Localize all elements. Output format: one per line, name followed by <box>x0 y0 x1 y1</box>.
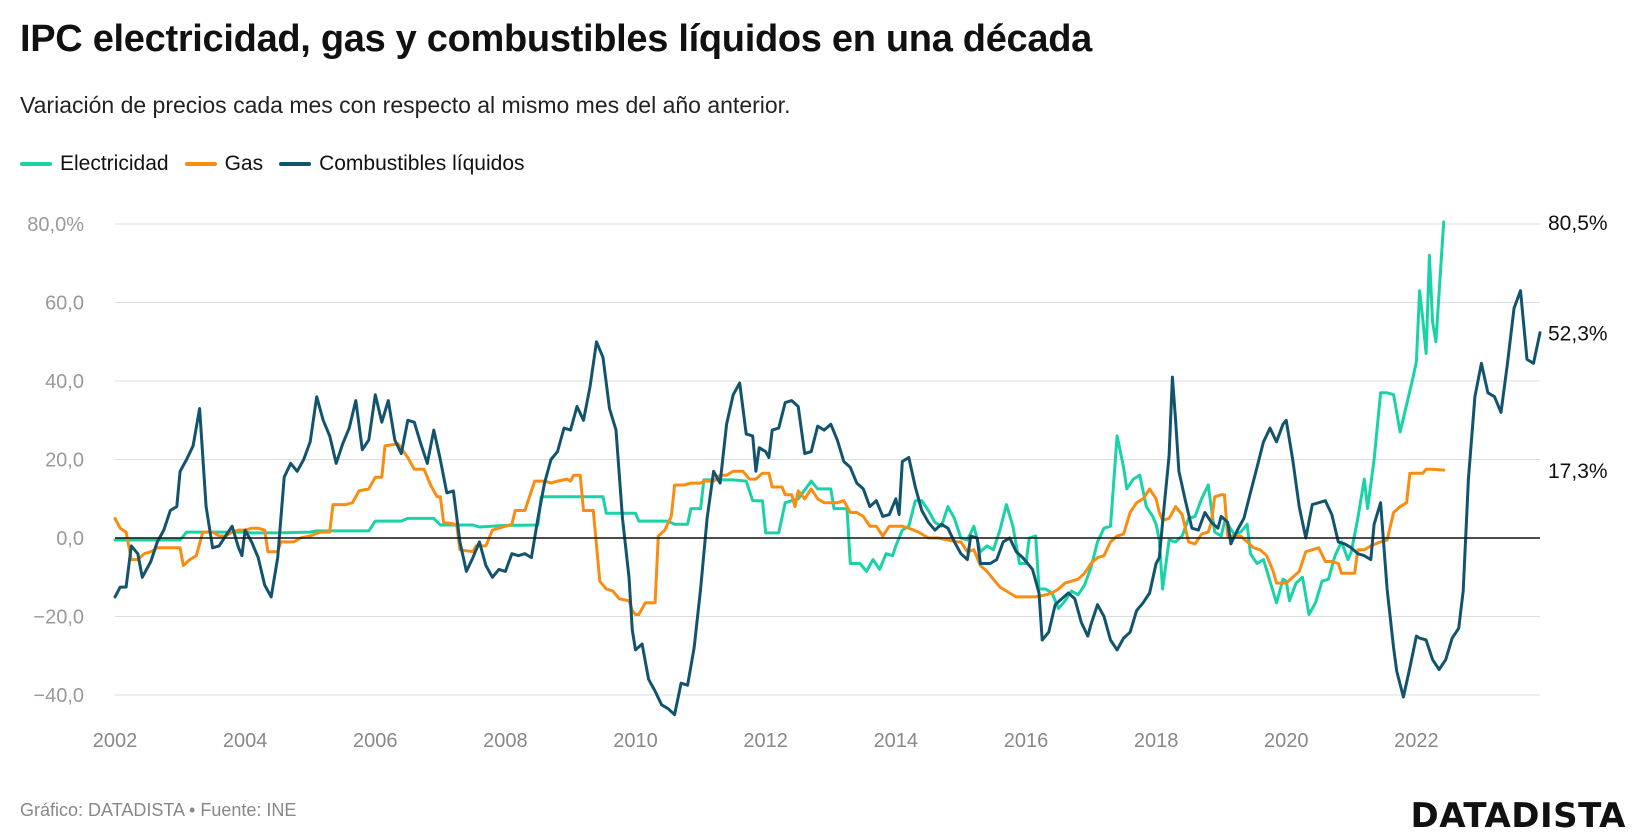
y-tick-label: 80,0% <box>27 214 84 236</box>
line-chart: 80,0% 60,0 40,0 20,0 0,0 −20,0 −40,0 2002 2004 20… <box>27 212 1608 752</box>
y-tick-label: 60,0 <box>45 293 84 315</box>
x-tick-label: 2008 <box>483 730 528 752</box>
legend-item-electricidad: Electricidad <box>20 152 169 176</box>
chart-title: IPC electricidad, gas y combustibles líq… <box>20 18 1092 60</box>
end-value-label: 17,3% <box>1548 460 1608 483</box>
y-tick-label: −20,0 <box>33 607 84 629</box>
y-tick-label: 40,0 <box>45 371 84 393</box>
x-tick-label: 2018 <box>1134 730 1179 752</box>
end-value-label: 80,5% <box>1548 212 1608 235</box>
legend-label-combustibles: Combustibles líquidos <box>319 152 525 175</box>
y-tick-label: 20,0 <box>45 450 84 472</box>
legend: Electricidad Gas Combustibles líquidos <box>20 152 541 176</box>
x-tick-label: 2006 <box>353 730 398 752</box>
x-tick-label: 2020 <box>1264 730 1309 752</box>
brand-logo: DATADISTA <box>1410 796 1626 836</box>
x-tick-label: 2016 <box>1004 730 1049 752</box>
x-tick-label: 2010 <box>613 730 658 752</box>
legend-label-gas: Gas <box>224 152 264 175</box>
y-tick-label: 0,0 <box>56 528 84 550</box>
legend-item-combustibles: Combustibles líquidos <box>279 152 525 176</box>
legend-swatch-gas <box>184 162 217 166</box>
legend-label-electricidad: Electricidad <box>60 152 169 175</box>
series-line-gas <box>113 442 1446 616</box>
x-tick-label: 2022 <box>1394 730 1439 752</box>
x-tick-label: 2002 <box>93 730 138 752</box>
y-tick-label: −40,0 <box>33 685 84 707</box>
x-tick-label: 2012 <box>743 730 788 752</box>
x-tick-label: 2004 <box>223 730 268 752</box>
legend-swatch-electricidad <box>20 162 52 166</box>
end-value-label: 52,3% <box>1548 323 1608 346</box>
source-footer: Gráfico: DATADISTA • Fuente: INE <box>20 800 297 820</box>
series-line-combustibles <box>113 289 1542 717</box>
x-tick-label: 2014 <box>874 730 919 752</box>
legend-swatch-combustibles <box>279 162 312 166</box>
legend-item-gas: Gas <box>184 152 264 176</box>
chart-subtitle: Variación de precios cada mes con respec… <box>20 92 791 118</box>
